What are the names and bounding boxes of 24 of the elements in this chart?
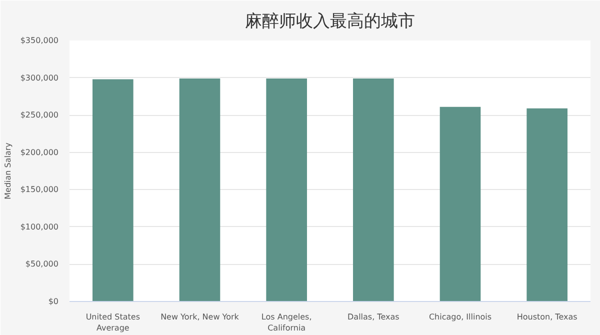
category-label: Average	[96, 323, 130, 332]
bar	[92, 79, 134, 302]
bar	[526, 108, 568, 302]
y-tick-label: $100,000	[20, 222, 58, 232]
y-tick-label: $350,000	[20, 36, 58, 45]
category-label: Los Angeles,	[261, 312, 312, 322]
y-tick-label: $250,000	[20, 110, 58, 120]
bar	[440, 106, 481, 302]
chart-title: 麻醉师收入最高的城市	[245, 12, 415, 32]
bar	[266, 78, 307, 302]
category-label: New York, New York	[160, 312, 239, 322]
y-tick-label: $0	[48, 297, 59, 306]
category-label: Houston, Texas	[516, 312, 578, 322]
y-axis-title: Median Salary	[3, 142, 12, 200]
bar	[353, 78, 394, 302]
y-tick-label: $50,000	[25, 260, 59, 269]
y-tick-label: $200,000	[20, 148, 58, 157]
y-tick-label: $150,000	[20, 185, 58, 194]
y-tick-label: $300,000	[20, 73, 58, 82]
category-label: United States	[86, 312, 140, 322]
category-label: California	[268, 323, 306, 332]
bar	[179, 78, 220, 302]
category-label: Chicago, Illinois	[428, 312, 492, 322]
category-label: Dallas, Texas	[348, 312, 400, 322]
